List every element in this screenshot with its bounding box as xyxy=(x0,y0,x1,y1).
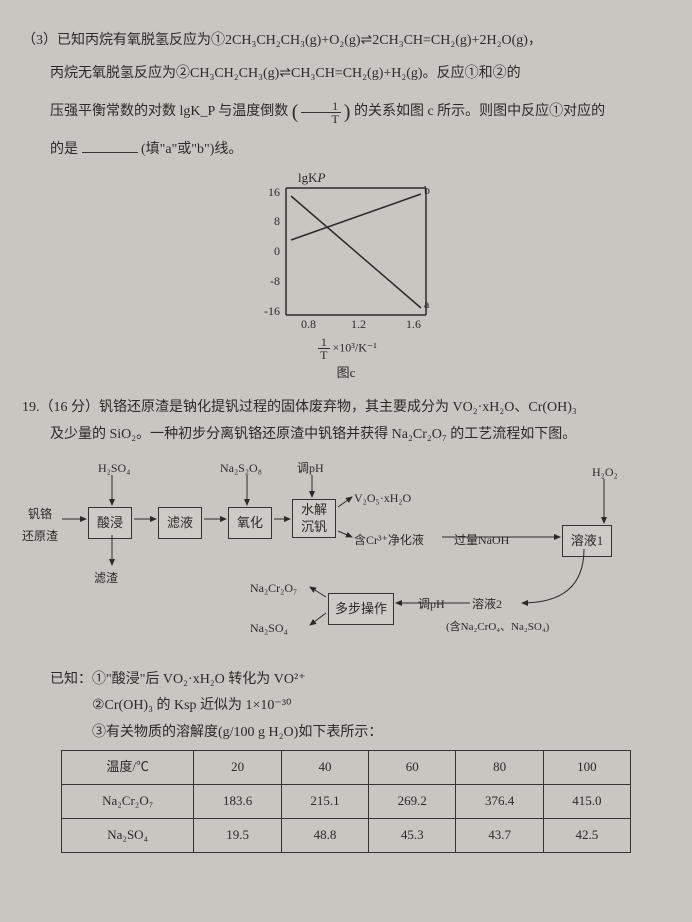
lparen: ( xyxy=(292,101,299,123)
frac-den: T xyxy=(300,113,341,125)
box-hydrolyze: 水解 沉钒 xyxy=(292,499,336,539)
box-sol1: 溶液1 xyxy=(562,525,612,558)
svg-text:a: a xyxy=(424,297,430,311)
chart-caption: 图c xyxy=(22,361,670,386)
q3-line1: （3）已知丙烷有氧脱氢反应为①2CH₃CH₂CH₃(g)+O₂(g)⇌2CH₃C… xyxy=(22,28,670,55)
lbl-h2o2: H₂O₂ xyxy=(592,461,618,484)
svg-text:16: 16 xyxy=(268,185,280,199)
table-row: Na₂Cr₂O₇ 183.6 215.1 269.2 376.4 415.0 xyxy=(61,785,630,819)
rparen: ) xyxy=(344,101,351,123)
frac-1-over-T: 1T xyxy=(300,100,341,125)
table-header-row: 温度/℃ 20 40 60 80 100 xyxy=(61,751,630,785)
known-prefix: 已知： xyxy=(50,672,92,687)
answer-blank xyxy=(82,139,138,153)
known-list: 已知：①"酸浸"后 VO₂·xH₂O 转化为 VO²⁺ xyxy=(22,667,670,694)
th-2: 40 xyxy=(281,751,368,785)
svg-text:1.2: 1.2 xyxy=(351,317,366,331)
q19-header: 19.（16 分）钒铬还原渣是钠化提钒过程的固体废弃物，其主要成分为 VO₂·x… xyxy=(22,395,670,422)
th-3: 60 xyxy=(369,751,456,785)
svg-text:-16: -16 xyxy=(264,304,280,318)
svg-text:0.8: 0.8 xyxy=(301,317,316,331)
q3-line3-a: 压强平衡常数的对数 lgK_P 与温度倒数 xyxy=(50,104,288,119)
lbl-sol2: 溶液2 xyxy=(472,593,502,616)
lbl-na2so4: Na₂SO₄ xyxy=(250,617,288,640)
svg-text:1.6: 1.6 xyxy=(406,317,421,331)
lbl-naoh: 过量NaOH xyxy=(454,529,509,552)
q3-line3: 压强平衡常数的对数 lgK_P 与温度倒数 (1T) 的关系如图 c 所示。则图… xyxy=(22,93,670,131)
svg-text:8: 8 xyxy=(274,214,280,228)
lbl-v2o5: V₂O₅·xH₂O xyxy=(354,487,411,510)
th-0: 温度/℃ xyxy=(61,751,194,785)
known-2: ②Cr(OH)₃ 的 Ksp 近似为 1×10⁻³⁰ xyxy=(92,693,670,720)
lbl-h2so4: H₂SO₄ xyxy=(98,457,130,480)
flow-diagram: H₂SO₄ Na₂S₂O₈ 调pH H₂O₂ 钒铬 还原渣 酸浸 滤液 氧化 水… xyxy=(22,457,670,657)
xlabel: 1T×10³/K⁻¹ xyxy=(22,336,670,361)
frac-num: 1 xyxy=(301,100,341,113)
q3-line4: 的是 (填"a"或"b")线。 xyxy=(22,137,670,164)
box-leach: 酸浸 xyxy=(88,507,132,540)
lbl-ph2: 调pH xyxy=(418,593,445,616)
chart-c: lgKP 16 8 0 -8 -16 0.8 1.2 1.6 a b 1T×10… xyxy=(22,170,670,386)
q3-line3-b: 的关系如图 c 所示。则图中反应①对应的 xyxy=(354,104,605,119)
q3-line4-b: (填"a"或"b")线。 xyxy=(141,142,242,157)
known-3: ③有关物质的溶解度(g/100 g H₂O)如下表所示： xyxy=(92,720,670,747)
lbl-sol2desc: (含Na₂CrO₄、Na₂SO₄) xyxy=(446,617,549,638)
th-1: 20 xyxy=(194,751,281,785)
box-oxidize: 氧化 xyxy=(228,507,272,540)
q3-line2: 丙烷无氧脱氢反应为②CH₃CH₂CH₃(g)⇌CH₃CH=CH₂(g)+H₂(g… xyxy=(22,61,670,88)
lbl-ph: 调pH xyxy=(297,457,324,480)
svg-text:b: b xyxy=(424,183,430,197)
lbl-residue: 滤渣 xyxy=(94,567,118,590)
node-start: 钒铬 还原渣 xyxy=(22,503,58,549)
table-row: Na₂SO₄ 19.5 48.8 45.3 43.7 42.5 xyxy=(61,818,630,852)
th-5: 100 xyxy=(543,751,630,785)
known-1: ①"酸浸"后 VO₂·xH₂O 转化为 VO²⁺ xyxy=(92,672,306,687)
q19-header2: 及少量的 SiO₂。一种初步分离钒铬还原渣中钒铬并获得 Na₂Cr₂O₇ 的工艺… xyxy=(22,422,670,449)
lbl-na2s2o8: Na₂S₂O₈ xyxy=(220,457,262,480)
svg-text:0: 0 xyxy=(274,244,280,258)
ylabel: lgKP xyxy=(298,170,326,185)
svg-text:-8: -8 xyxy=(270,274,280,288)
lbl-na2cr2o7: Na₂Cr₂O₇ xyxy=(250,577,297,600)
th-4: 80 xyxy=(456,751,543,785)
box-multi: 多步操作 xyxy=(328,593,394,626)
chart-svg: lgKP 16 8 0 -8 -16 0.8 1.2 1.6 a b xyxy=(246,170,446,340)
solubility-table: 温度/℃ 20 40 60 80 100 Na₂Cr₂O₇ 183.6 215.… xyxy=(61,750,631,852)
lbl-cr3: 含Cr³⁺净化液 xyxy=(354,529,424,552)
box-filtrate: 滤液 xyxy=(158,507,202,540)
q3-line4-a: 的是 xyxy=(50,142,78,157)
